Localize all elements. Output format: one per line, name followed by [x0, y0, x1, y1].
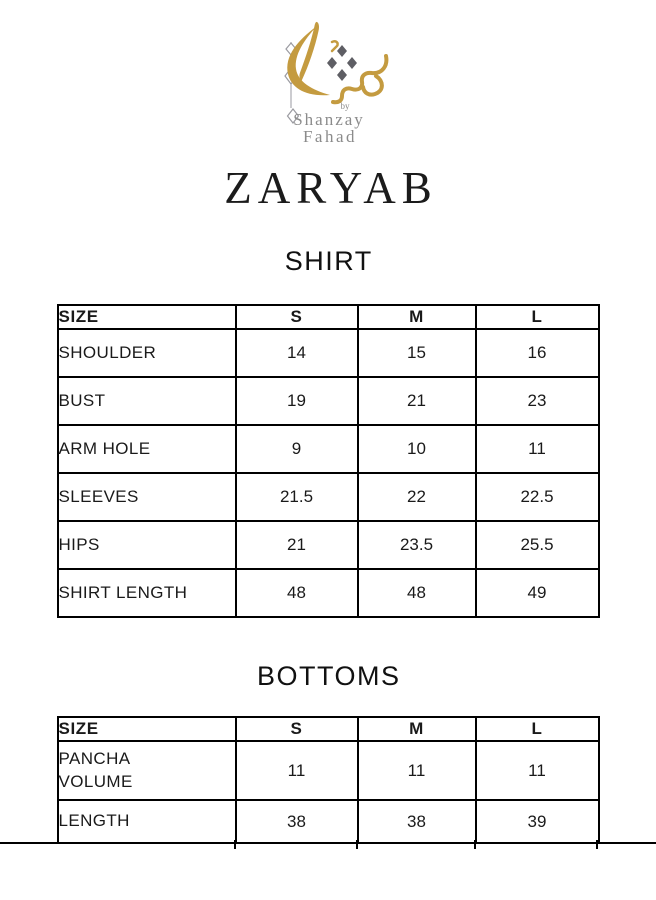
logo-by-label: by	[341, 101, 351, 111]
table-row-arm-hole: ARM HOLE 9 10 11	[56, 424, 600, 474]
measure-label: SHIRT LENGTH	[56, 568, 237, 618]
bottoms-size-table: SIZE S M L PANCHA VOLUME 11 11 11 LENGTH…	[56, 716, 600, 844]
shirt-table-container: SIZE S M L SHOULDER 14 15 16 BUST 19 21	[0, 304, 656, 618]
header-size: SIZE	[56, 304, 237, 330]
measure-value-s: 9	[234, 424, 359, 474]
measure-label: BUST	[56, 376, 237, 426]
measure-value-m: 11	[356, 740, 477, 801]
measure-label: SLEEVES	[56, 472, 237, 522]
shirt-section-title: SHIRT	[284, 246, 373, 276]
bottoms-table-container: SIZE S M L PANCHA VOLUME 11 11 11 LENGTH…	[0, 716, 656, 849]
logo-name-line1: Shanzay	[293, 110, 365, 129]
collection-title: ZARYAB	[224, 163, 438, 213]
calligraphy-dots	[327, 45, 357, 81]
table-row-shoulder: SHOULDER 14 15 16	[56, 328, 600, 378]
measure-value-l: 49	[474, 568, 600, 618]
table-row-length: LENGTH 38 38 39	[56, 799, 600, 844]
table-row-bust: BUST 19 21 23	[56, 376, 600, 426]
header-size-s: S	[234, 716, 359, 742]
table-row-pancha-volume: PANCHA VOLUME 11 11 11	[56, 740, 600, 801]
measure-value-m: 22	[356, 472, 477, 522]
bottoms-header-row: SIZE S M L	[56, 716, 600, 742]
logo-name-line2: Fahad	[303, 127, 357, 146]
measure-label: ARM HOLE	[56, 424, 237, 474]
header-size: SIZE	[56, 716, 237, 742]
brand-logo-graphic: by Shanzay Fahad	[284, 21, 389, 146]
measure-value-m: 23.5	[356, 520, 477, 570]
column-tick	[356, 840, 358, 849]
measure-label: SHOULDER	[56, 328, 237, 378]
measure-label: LENGTH	[56, 799, 237, 844]
table-row-shirt-length: SHIRT LENGTH 48 48 49	[56, 568, 600, 618]
shirt-size-table: SIZE S M L SHOULDER 14 15 16 BUST 19 21	[56, 304, 600, 618]
measure-value-l: 11	[474, 424, 600, 474]
table-row-sleeves: SLEEVES 21.5 22 22.5	[56, 472, 600, 522]
column-tick	[234, 840, 236, 849]
header-size-m: M	[356, 304, 477, 330]
header-size-s: S	[234, 304, 359, 330]
measure-value-s: 48	[234, 568, 359, 618]
measure-value-s: 21	[234, 520, 359, 570]
header-size-l: L	[474, 304, 600, 330]
measure-value-m: 15	[356, 328, 477, 378]
measure-value-m: 21	[356, 376, 477, 426]
bottoms-section-title: BOTTOMS	[256, 661, 401, 691]
measure-value-m: 38	[356, 799, 477, 844]
measure-value-l: 23	[474, 376, 600, 426]
measure-label: PANCHA VOLUME	[56, 740, 237, 801]
measure-label: HIPS	[56, 520, 237, 570]
measure-value-l: 25.5	[474, 520, 600, 570]
measure-value-l: 11	[474, 740, 600, 801]
bottom-edge-rule	[0, 842, 656, 844]
measure-value-m: 10	[356, 424, 477, 474]
header-size-m: M	[356, 716, 477, 742]
measure-value-s: 14	[234, 328, 359, 378]
measure-value-s: 21.5	[234, 472, 359, 522]
arabic-calligraphy-icon	[287, 21, 389, 105]
column-tick	[596, 840, 598, 849]
measure-value-l: 39	[474, 799, 600, 844]
measure-value-s: 19	[234, 376, 359, 426]
measure-value-s: 11	[234, 740, 359, 801]
measure-value-l: 22.5	[474, 472, 600, 522]
measure-value-l: 16	[474, 328, 600, 378]
shirt-header-row: SIZE S M L	[56, 304, 600, 330]
measure-value-s: 38	[234, 799, 359, 844]
table-row-hips: HIPS 21 23.5 25.5	[56, 520, 600, 570]
brand-logo: by Shanzay Fahad	[248, 12, 408, 162]
header-size-l: L	[474, 716, 600, 742]
measure-value-m: 48	[356, 568, 477, 618]
column-tick	[474, 840, 476, 849]
